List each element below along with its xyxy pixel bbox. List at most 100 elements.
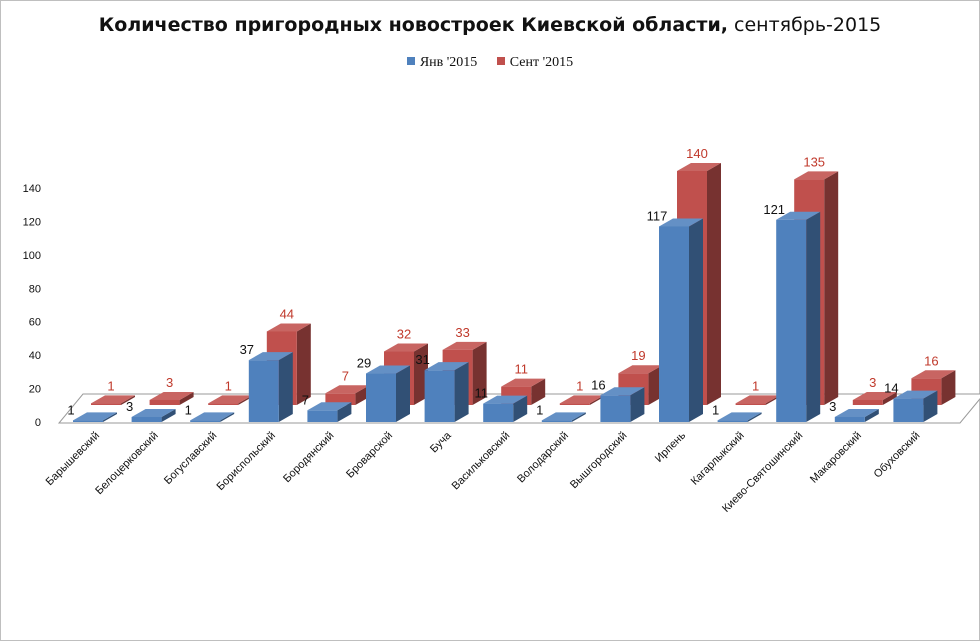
data-label-jan: 31 [415, 352, 429, 367]
bar-jan-side [630, 387, 645, 422]
bar-sep-side [765, 395, 780, 405]
chart-title-rest: сентябрь-2015 [727, 14, 882, 36]
bar-jan-front [600, 395, 631, 422]
bar-sep-top [852, 391, 897, 400]
y-tick-label: 0 [35, 417, 41, 429]
legend-label-jan: Янв '2015 [419, 55, 478, 70]
bar-sep-front [325, 393, 356, 405]
data-label-jan: 37 [240, 342, 254, 357]
bar-jan-front [424, 370, 455, 422]
bar-jan-side [337, 402, 352, 422]
legend-swatch-jan [406, 57, 415, 65]
data-label-sep: 16 [924, 353, 938, 368]
bar-sep-side [882, 391, 897, 405]
data-label-sep: 1 [107, 378, 114, 393]
bar-jan-top [776, 211, 821, 220]
bar-sep-front [852, 399, 883, 405]
bar-sep-front [149, 399, 180, 405]
bar-jan-side [806, 211, 821, 422]
data-label-sep: 44 [280, 306, 294, 321]
x-tick-label: Васильковский [450, 430, 513, 493]
legend-label-sep: Сент '2015 [509, 55, 574, 70]
x-tick-label: Бородянский [281, 430, 336, 485]
bar-jan-side [689, 218, 703, 422]
bar-jan-side [278, 352, 293, 422]
bar-sep-side [648, 365, 663, 405]
bar-sep-top [442, 341, 487, 350]
bar-sep-side [707, 163, 721, 405]
bar-sep-side [941, 370, 956, 405]
bar-jan-front [131, 416, 162, 422]
bar-jan-front [483, 403, 514, 422]
bar-jan-side [103, 412, 117, 422]
x-tick-label: Бориспольский [215, 430, 278, 493]
bar-jan-front [190, 420, 221, 422]
bar-jan-front [73, 420, 103, 422]
bar-jan-top [131, 408, 176, 417]
chart-title-bold: Количество пригородных новостроек Киевск… [98, 14, 728, 36]
bar-jan-top [893, 390, 938, 399]
y-tick-label: 100 [23, 250, 41, 262]
bar-jan-top [307, 402, 352, 411]
x-tick-label: Белоцерковский [93, 430, 160, 497]
legend-item-jan: Янв '2015 [406, 55, 478, 71]
bar-jan-front [776, 219, 807, 422]
data-label-jan: 3 [126, 399, 133, 414]
bar-jan-side [923, 390, 938, 422]
bar-sep-top [325, 385, 370, 394]
bar-jan-top [366, 365, 410, 374]
x-tick-label: Володарский [515, 430, 571, 486]
bar-sep-top [559, 395, 604, 404]
data-label-jan: 121 [763, 202, 785, 217]
x-tick-label: Ирпень [653, 429, 688, 464]
bar-sep-side [296, 323, 311, 405]
y-tick-label: 120 [23, 216, 41, 228]
y-tick-label: 60 [29, 317, 41, 329]
bar-jan-top [248, 352, 293, 361]
data-label-sep: 7 [342, 368, 349, 383]
bar-jan-front [307, 410, 338, 422]
y-tick-label: 140 [23, 183, 41, 195]
data-label-sep: 135 [803, 154, 825, 169]
bar-sep-side [472, 341, 487, 405]
data-label-sep: 1 [752, 378, 759, 393]
chart-title: Количество пригородных новостроек Киевск… [0, 14, 980, 36]
data-label-jan: 29 [357, 356, 371, 371]
x-tick-label: Барышевский [44, 430, 102, 488]
data-label-jan: 3 [829, 399, 836, 414]
bar-jan-side [513, 395, 528, 422]
data-label-jan: 16 [591, 377, 605, 392]
data-label-jan: 1 [67, 402, 74, 417]
bar-sep-top [794, 171, 839, 180]
bar-jan-top [834, 408, 879, 417]
bar-jan-front [717, 420, 748, 422]
data-label-jan: 117 [647, 208, 668, 223]
bar-sep-front [208, 403, 239, 405]
data-label-sep: 3 [166, 375, 173, 390]
legend-item-sep: Сент '2015 [496, 55, 574, 71]
bar-jan-top [73, 412, 117, 421]
data-label-jan: 1 [712, 402, 719, 417]
bar-sep-side [531, 378, 546, 405]
bar-jan-front [893, 398, 924, 422]
bar-jan-top [483, 395, 528, 404]
bar-jan-front [366, 373, 396, 422]
bar-sep-front [559, 403, 590, 405]
bar-sep-top [384, 343, 428, 352]
bar-sep-top [618, 365, 663, 374]
x-tick-label: Макаровский [808, 430, 864, 486]
data-label-jan: 14 [884, 381, 898, 396]
bar-sep-top [91, 395, 135, 404]
data-label-sep: 1 [225, 378, 232, 393]
data-label-sep: 19 [631, 348, 645, 363]
bar-sep-top [501, 378, 546, 387]
bar-jan-top [717, 412, 762, 421]
data-label-jan: 1 [185, 402, 192, 417]
bar-sep-side [824, 171, 839, 405]
bar-jan-side [864, 408, 879, 422]
bar-jan-top [190, 412, 235, 421]
bar-jan-top [424, 362, 469, 371]
data-label-sep: 3 [869, 375, 876, 390]
bar-sep-side [238, 395, 253, 405]
